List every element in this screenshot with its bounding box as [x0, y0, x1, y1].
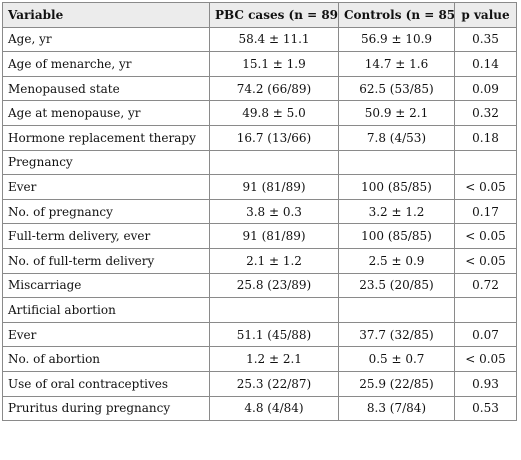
cell-variable: Hormone replacement therapy: [2, 124, 210, 151]
cell-pbc-cases: 91 (81/89): [209, 174, 339, 200]
cell-p-value: < 0.05: [454, 346, 517, 372]
cell-p-value: 0.53: [454, 395, 517, 422]
cell-p-value: 0.17: [454, 198, 517, 225]
table-row: Ever 91 (81/89) 100 (85/85) < 0.05: [2, 174, 517, 200]
cell-controls: 62.5 (53/85): [338, 75, 455, 102]
cell-p-value: < 0.05: [454, 247, 517, 274]
table-row: Pregnancy: [2, 149, 517, 176]
table-body: Age, yr 58.4 ± 11.1 56.9 ± 10.9 0.35 Age of …: [2, 26, 517, 422]
header-p-value: p value: [454, 2, 517, 28]
cell-p-value: 0.72: [454, 272, 517, 299]
cell-p-value: 0.14: [454, 51, 517, 77]
cell-controls: 3.2 ± 1.2: [338, 198, 455, 225]
cell-p-value: 0.93: [454, 370, 517, 397]
cell-pbc-cases: 58.4 ± 11.1: [209, 26, 339, 53]
cell-variable: Age, yr: [2, 26, 210, 53]
cell-variable: No. of pregnancy: [2, 198, 210, 225]
cell-controls: 23.5 (20/85): [338, 272, 455, 299]
cell-controls: [338, 149, 455, 176]
cell-variable: Age at menopause, yr: [2, 100, 210, 126]
cell-variable: Age of menarche, yr: [2, 51, 210, 77]
cell-pbc-cases: [209, 149, 339, 176]
cell-pbc-cases: 15.1 ± 1.9: [209, 51, 339, 77]
cell-p-value: 0.32: [454, 100, 517, 126]
cell-controls: 25.9 (22/85): [338, 370, 455, 397]
data-table: Variable PBC cases (n = 89) Controls (n …: [2, 2, 517, 422]
cell-variable: Pregnancy: [2, 149, 210, 176]
cell-pbc-cases: 25.3 (22/87): [209, 370, 339, 397]
cell-pbc-cases: 25.8 (23/89): [209, 272, 339, 299]
table-row: Age of menarche, yr 15.1 ± 1.9 14.7 ± 1.6 0…: [2, 51, 517, 77]
cell-variable: Menopaused state: [2, 75, 210, 102]
table-row: No. of abortion 1.2 ± 2.1 0.5 ± 0.7 < 0.05: [2, 346, 517, 372]
cell-p-value: [454, 149, 517, 176]
cell-variable: Ever: [2, 321, 210, 348]
cell-p-value: 0.09: [454, 75, 517, 102]
table-row: No. of full-term delivery 2.1 ± 1.2 2.5 ± …: [2, 247, 517, 274]
header-variable: Variable: [2, 2, 210, 28]
table-row: Use of oral contraceptives 25.3 (22/87) 25…: [2, 370, 517, 397]
table-row: Ever 51.1 (45/88) 37.7 (32/85) 0.07: [2, 321, 517, 348]
cell-variable: Ever: [2, 174, 210, 200]
cell-p-value: [454, 297, 517, 323]
cell-pbc-cases: 16.7 (13/66): [209, 124, 339, 151]
table-row: Menopaused state 74.2 (66/89) 62.5 (53/85)…: [2, 75, 517, 102]
cell-p-value: 0.18: [454, 124, 517, 151]
table-header-row: Variable PBC cases (n = 89) Controls (n …: [2, 2, 517, 28]
cell-pbc-cases: 49.8 ± 5.0: [209, 100, 339, 126]
cell-controls: 8.3 (7/84): [338, 395, 455, 422]
cell-pbc-cases: 91 (81/89): [209, 223, 339, 249]
header-controls: Controls (n = 85): [338, 2, 455, 28]
cell-controls: 50.9 ± 2.1: [338, 100, 455, 126]
table-row: Pruritus during pregnancy 4.8 (4/84) 8.3 (…: [2, 395, 517, 422]
table-row: Artificial abortion: [2, 297, 517, 323]
table-row: No. of pregnancy 3.8 ± 0.3 3.2 ± 1.2 0.17: [2, 198, 517, 225]
cell-p-value: < 0.05: [454, 223, 517, 249]
cell-variable: Pruritus during pregnancy: [2, 395, 210, 422]
cell-controls: [338, 297, 455, 323]
cell-p-value: < 0.05: [454, 174, 517, 200]
cell-variable: Artificial abortion: [2, 297, 210, 323]
table-row: Hormone replacement therapy 16.7 (13/66) 7…: [2, 124, 517, 151]
table-row: Full-term delivery, ever 91 (81/89) 100 (8…: [2, 223, 517, 249]
cell-pbc-cases: 1.2 ± 2.1: [209, 346, 339, 372]
header-pbc-cases: PBC cases (n = 89): [209, 2, 339, 28]
cell-variable: No. of abortion: [2, 346, 210, 372]
cell-variable: Use of oral contraceptives: [2, 370, 210, 397]
cell-controls: 37.7 (32/85): [338, 321, 455, 348]
cell-p-value: 0.07: [454, 321, 517, 348]
cell-controls: 0.5 ± 0.7: [338, 346, 455, 372]
cell-pbc-cases: 74.2 (66/89): [209, 75, 339, 102]
cell-variable: No. of full-term delivery: [2, 247, 210, 274]
cell-pbc-cases: 51.1 (45/88): [209, 321, 339, 348]
cell-controls: 100 (85/85): [338, 174, 455, 200]
cell-variable: Miscarriage: [2, 272, 210, 299]
cell-controls: 14.7 ± 1.6: [338, 51, 455, 77]
cell-controls: 7.8 (4/53): [338, 124, 455, 151]
cell-controls: 100 (85/85): [338, 223, 455, 249]
cell-pbc-cases: 2.1 ± 1.2: [209, 247, 339, 274]
cell-controls: 2.5 ± 0.9: [338, 247, 455, 274]
cell-controls: 56.9 ± 10.9: [338, 26, 455, 53]
table-row: Miscarriage 25.8 (23/89) 23.5 (20/85) 0.72: [2, 272, 517, 299]
cell-pbc-cases: 3.8 ± 0.3: [209, 198, 339, 225]
cell-pbc-cases: [209, 297, 339, 323]
cell-variable: Full-term delivery, ever: [2, 223, 210, 249]
table-row: Age, yr 58.4 ± 11.1 56.9 ± 10.9 0.35: [2, 26, 517, 53]
cell-pbc-cases: 4.8 (4/84): [209, 395, 339, 422]
table-row: Age at menopause, yr 49.8 ± 5.0 50.9 ± 2.1…: [2, 100, 517, 126]
cell-p-value: 0.35: [454, 26, 517, 53]
